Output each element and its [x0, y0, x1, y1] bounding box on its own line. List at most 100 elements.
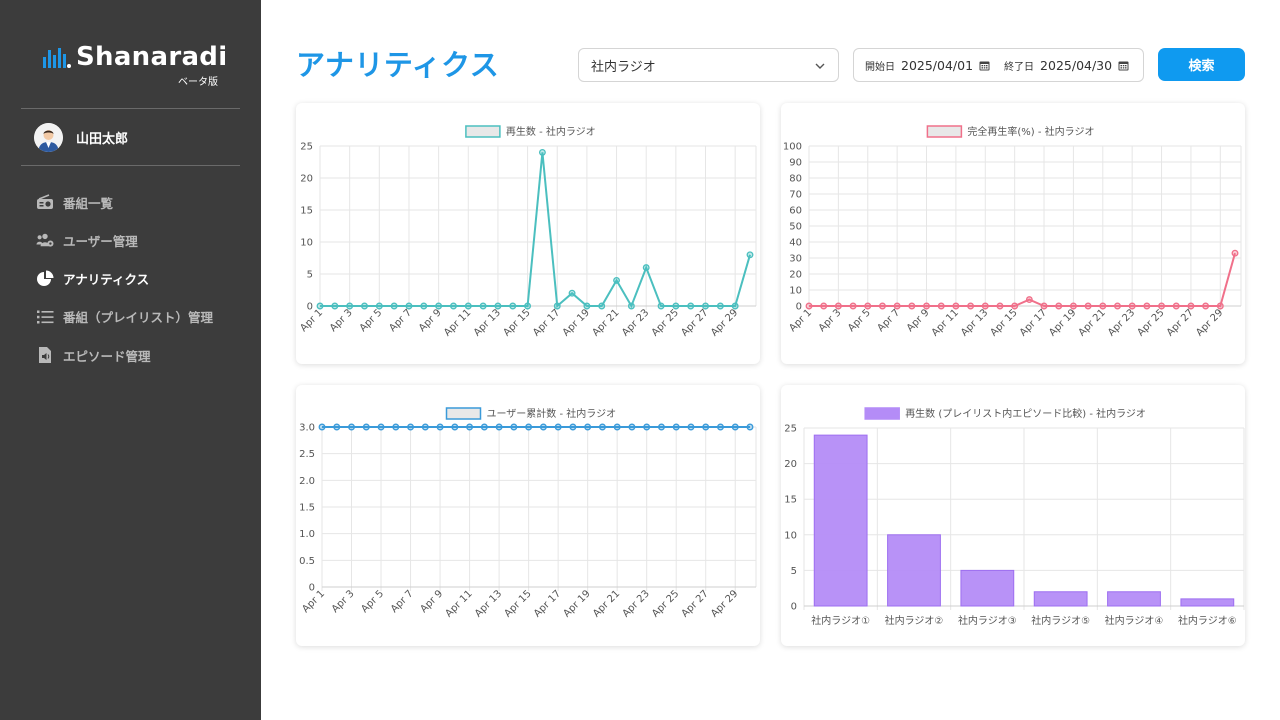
- data-point: [1143, 302, 1151, 310]
- logo-beta-label: ベータ版: [178, 77, 218, 88]
- data-point: [348, 423, 355, 431]
- data-point: [554, 423, 562, 431]
- data-point: [1011, 302, 1019, 310]
- y-tick-label: 10: [784, 530, 797, 541]
- legend-swatch: [465, 125, 501, 138]
- data-point: [805, 302, 813, 310]
- avatar-person-icon: [34, 122, 63, 152]
- data-point: [435, 302, 443, 310]
- users-gear-icon: [36, 231, 54, 249]
- bar: [1180, 598, 1235, 607]
- sidebar-item-programs[interactable]: 番組一覧: [36, 190, 213, 214]
- calendar-icon[interactable]: [979, 60, 990, 71]
- x-tick-label: Apr 21: [591, 588, 622, 619]
- legend-swatch: [445, 407, 482, 420]
- y-tick-label: 25: [784, 424, 797, 435]
- end-date-value[interactable]: 2025/04/30: [1040, 57, 1113, 73]
- data-point: [702, 423, 710, 431]
- data-point: [1114, 302, 1121, 310]
- data-point: [628, 423, 636, 431]
- y-tick-label: 50: [789, 222, 802, 233]
- sidebar-divider: [21, 165, 240, 166]
- data-point: [923, 302, 930, 310]
- x-tick-label: Apr 17: [532, 588, 563, 619]
- y-tick-label: 0: [307, 302, 313, 313]
- data-point: [1084, 302, 1092, 310]
- radio-icon: [36, 193, 54, 211]
- y-tick-label: 100: [783, 142, 802, 153]
- x-tick-label: Apr 21: [590, 307, 621, 338]
- sidebar-item-users[interactable]: ユーザー管理: [36, 228, 213, 252]
- x-tick-label: Apr 19: [562, 588, 593, 619]
- data-point: [1231, 249, 1239, 257]
- x-tick-label: Apr 19: [1047, 307, 1078, 338]
- legend-label: 再生数 - 社内ラジオ: [506, 125, 596, 138]
- data-point: [510, 423, 518, 431]
- y-tick-label: 0: [791, 602, 797, 613]
- x-tick-label: Apr 9: [905, 307, 932, 334]
- data-point: [1187, 302, 1195, 310]
- sidebar-divider: [21, 108, 240, 109]
- data-point: [996, 302, 1004, 310]
- data-point: [820, 302, 828, 310]
- bar: [887, 534, 941, 607]
- x-tick-label: Apr 27: [680, 588, 711, 619]
- x-tick-label: Apr 17: [1018, 307, 1049, 338]
- chart-card-completion-rate: 完全再生率(%) - 社内ラジオ 0 10 20 30 40 50 60 70 80 90 100 Ap…: [781, 103, 1245, 364]
- data-point: [584, 423, 592, 431]
- calendar-icon[interactable]: [1118, 60, 1129, 71]
- data-point: [731, 423, 739, 431]
- data-point: [583, 302, 591, 310]
- data-point: [672, 302, 680, 310]
- x-tick-label: Apr 7: [875, 307, 902, 334]
- sidebar-item-episodes[interactable]: エピソード管理: [36, 343, 213, 367]
- sidebar-item-analytics[interactable]: アナリティクス: [36, 267, 213, 291]
- page-title: アナリティクス: [296, 48, 500, 82]
- data-point: [1158, 302, 1166, 310]
- data-point: [464, 302, 472, 310]
- data-point: [377, 423, 385, 431]
- chart-card-episode-comparison: 再生数 (プレイリスト内エピソード比較) - 社内ラジオ 0 5 10 15 20 25 社内…: [781, 385, 1245, 646]
- x-tick-label: Apr 9: [417, 307, 444, 334]
- search-button[interactable]: 検索: [1158, 48, 1245, 81]
- start-date-value[interactable]: 2025/04/01: [901, 57, 974, 73]
- end-date-label: 終了日: [1004, 61, 1035, 73]
- bar: [1107, 591, 1161, 607]
- x-tick-label: Apr 23: [620, 307, 651, 338]
- data-point: [1025, 296, 1033, 304]
- bar: [960, 569, 1015, 607]
- sidebar-item-label: ユーザー管理: [63, 233, 138, 249]
- date-range-picker[interactable]: 開始日 2025/04/01 終了日 2025/04/30: [853, 48, 1144, 82]
- x-tick-label: Apr 13: [472, 307, 503, 338]
- data-point: [613, 276, 621, 284]
- data-point: [1202, 302, 1210, 310]
- data-point: [346, 302, 354, 310]
- user-profile[interactable]: 山田太郎: [34, 122, 128, 152]
- data-point: [331, 302, 339, 310]
- data-point: [952, 302, 960, 310]
- channel-select[interactable]: 社内ラジオ: [578, 48, 839, 82]
- app-logo[interactable]: Shanaradi ベータ版: [42, 42, 227, 90]
- data-point: [524, 302, 532, 310]
- y-tick-label: 0: [309, 583, 315, 594]
- x-tick-label: Apr 29: [709, 307, 740, 338]
- legend-swatch: [926, 125, 963, 138]
- y-tick-label: 0: [796, 302, 802, 313]
- y-tick-label: 0.5: [299, 556, 315, 567]
- y-tick-label: 10: [789, 286, 802, 297]
- data-point: [405, 302, 413, 310]
- x-tick-label: Apr 15: [989, 307, 1020, 338]
- sidebar-item-label: エピソード管理: [63, 348, 151, 364]
- data-point: [392, 423, 400, 431]
- y-tick-label: 20: [784, 459, 797, 470]
- x-tick-label: Apr 9: [418, 588, 445, 615]
- y-tick-label: 80: [789, 174, 802, 185]
- start-date-label: 開始日: [865, 61, 895, 73]
- x-tick-label: Apr 5: [359, 588, 386, 615]
- chart-card-plays: 再生数 - 社内ラジオ 0 5 10 15 20 25 Apr 1 Apr 3 Apr 5 Apr …: [296, 103, 760, 364]
- x-tick-label: Apr 23: [621, 588, 652, 619]
- sidebar-item-playlists[interactable]: 番組（プレイリスト）管理: [36, 305, 213, 329]
